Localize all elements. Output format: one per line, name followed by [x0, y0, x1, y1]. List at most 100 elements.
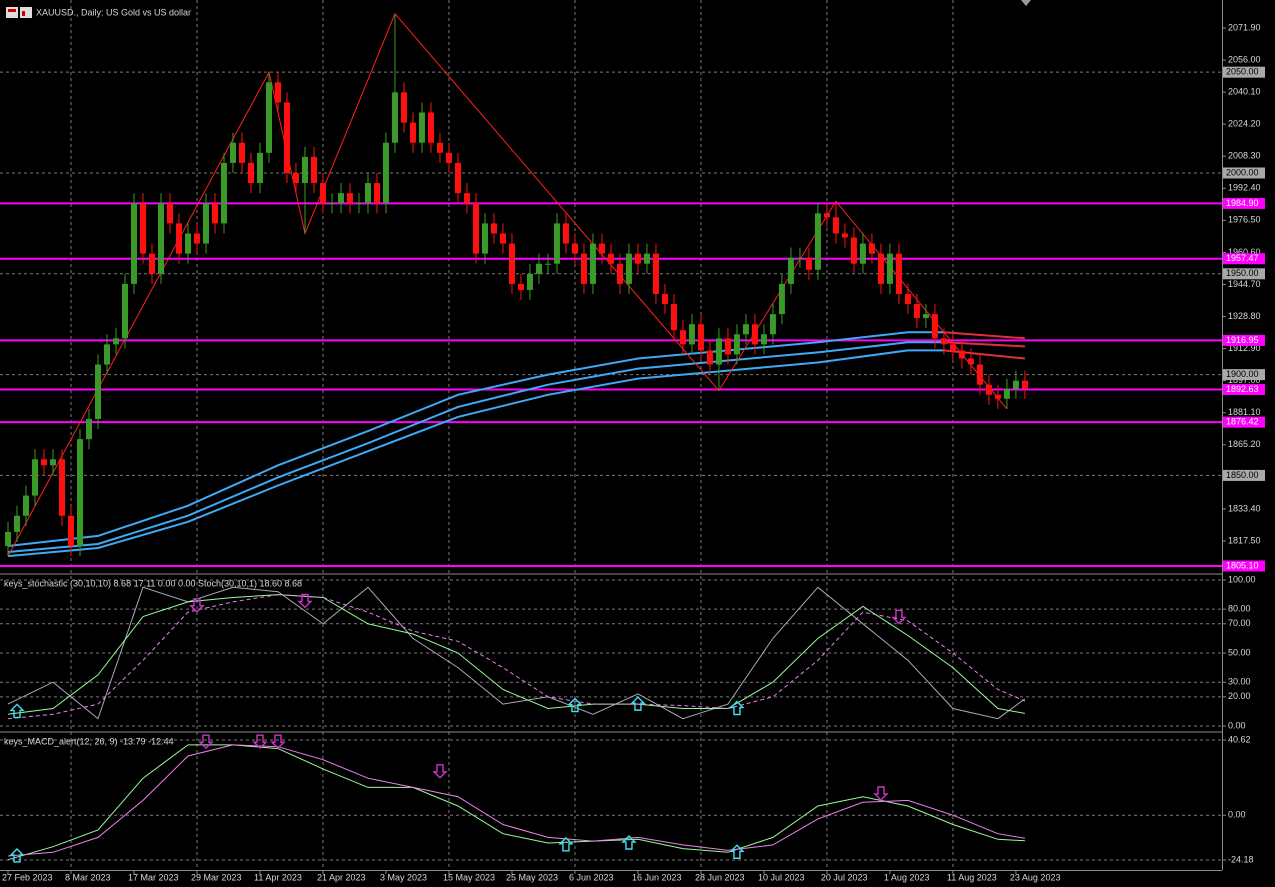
candle-body: [238, 142, 245, 163]
y-tick-label: 1817.50: [1228, 535, 1261, 545]
candle-body: [733, 334, 740, 355]
candle-body: [400, 92, 407, 123]
candle-body: [328, 203, 335, 205]
price-label-box: [1223, 469, 1265, 481]
level-label-box: [1223, 383, 1265, 395]
candle-body: [1021, 380, 1028, 389]
candle-body: [229, 142, 236, 163]
buy-arrow: [729, 700, 745, 716]
price-label-box: [1223, 167, 1265, 179]
candle-body: [616, 263, 623, 284]
candle-body: [967, 358, 974, 365]
candle-body: [499, 233, 506, 244]
x-tick-label: 25 May 2023: [506, 872, 558, 882]
y-tick-label: 1865.20: [1228, 439, 1261, 449]
pane: [7, 586, 1026, 720]
price-label: 1900.00: [1226, 369, 1259, 379]
x-tick-label: 10 Jul 2023: [758, 872, 805, 882]
candle-body: [202, 203, 209, 244]
candle-body: [661, 293, 668, 305]
candle-body: [931, 314, 938, 339]
x-tick-label: 3 May 2023: [380, 872, 427, 882]
price-label: 1850.00: [1226, 470, 1259, 480]
y-tick-label: 1881.10: [1228, 407, 1261, 417]
candle-body: [130, 203, 137, 284]
candle-body: [688, 324, 695, 345]
candle-body: [418, 112, 425, 143]
candle-body: [913, 304, 920, 319]
sell-arrow: [297, 593, 313, 609]
y-tick-label: 20.00: [1228, 691, 1251, 701]
y-tick-label: 50.00: [1228, 647, 1251, 657]
x-tick-label: 11 Apr 2023: [254, 872, 302, 882]
candle-body: [958, 350, 965, 359]
y-tick-label: 1833.40: [1228, 503, 1261, 513]
candle-body: [5, 531, 12, 546]
indicator-line: [7, 586, 1026, 720]
candle-body: [823, 213, 830, 218]
y-tick-label: 100.00: [1228, 574, 1256, 584]
price-label-box: [1223, 66, 1265, 78]
axis-layer: 27 Feb 2023 8 Mar 2023 17 Mar 2023 29 Mar 2…: [2, 22, 1265, 882]
candle-body: [301, 156, 308, 184]
buy-arrow: [729, 844, 745, 859]
candle-body: [598, 243, 605, 254]
candle-body: [850, 237, 857, 264]
candle-body: [193, 233, 200, 244]
y-tick-label: 0.00: [1228, 810, 1246, 820]
candle-body: [742, 324, 749, 335]
candle-body: [634, 253, 641, 264]
chart-shift-marker[interactable]: [1021, 0, 1031, 6]
y-tick-label: 2008.30: [1228, 151, 1261, 161]
candle-body: [265, 82, 272, 153]
x-tick-label: 27 Feb 2023: [2, 872, 53, 882]
icon[interactable]: [20, 7, 32, 18]
sell-arrow: [198, 734, 214, 750]
x-tick-label: 28 Jun 2023: [695, 872, 745, 882]
candle-body: [86, 418, 93, 440]
candle-body: [886, 253, 893, 284]
x-tick-label: 15 May 2023: [443, 872, 495, 882]
chart-title: XAUUSD., Daily: US Gold vs US dollar: [36, 7, 191, 17]
candle-body: [976, 364, 983, 385]
level-label: 1805.10: [1226, 560, 1259, 570]
candle-body: [373, 183, 380, 204]
icon: [6, 7, 18, 18]
candle-body: [337, 193, 344, 204]
candle-body: [868, 243, 875, 254]
candle-body: [121, 283, 128, 339]
candle-body: [724, 338, 731, 355]
candle-body: [157, 203, 164, 274]
candle-body: [247, 162, 254, 184]
x-tick-label: 17 Mar 2023: [128, 872, 179, 882]
candle-body: [715, 338, 722, 365]
y-tick-label: 40.62: [1228, 734, 1251, 744]
candle-body: [940, 338, 947, 345]
price-label: 2000.00: [1226, 167, 1259, 177]
symbol-icon: [6, 7, 32, 18]
y-tick-label: 1976.50: [1228, 215, 1261, 225]
candle-body: [23, 495, 30, 516]
candle-body: [50, 459, 57, 466]
candle-body: [148, 253, 155, 274]
moving-average: [7, 341, 944, 553]
level-label-box: [1223, 253, 1265, 265]
candle-body: [77, 439, 84, 546]
buy-arrow: [9, 847, 25, 863]
level-label-box: [1223, 416, 1265, 428]
buy-arrow: [558, 836, 574, 852]
candle-body: [382, 142, 389, 204]
pane: [5, 12, 1028, 558]
candle-body: [994, 394, 1001, 399]
indicator-line: [7, 744, 1025, 861]
candle-body: [310, 156, 317, 184]
candle-body: [697, 324, 704, 351]
sell-arrow: [270, 734, 286, 750]
candle-body: [454, 162, 461, 194]
x-tick-label: 1 Aug 2023: [884, 872, 930, 882]
x-tick-label: 11 Aug 2023: [947, 872, 997, 882]
candle-body: [355, 203, 362, 205]
sell-arrow: [252, 734, 268, 750]
y-tick-label: 30.00: [1228, 677, 1251, 687]
